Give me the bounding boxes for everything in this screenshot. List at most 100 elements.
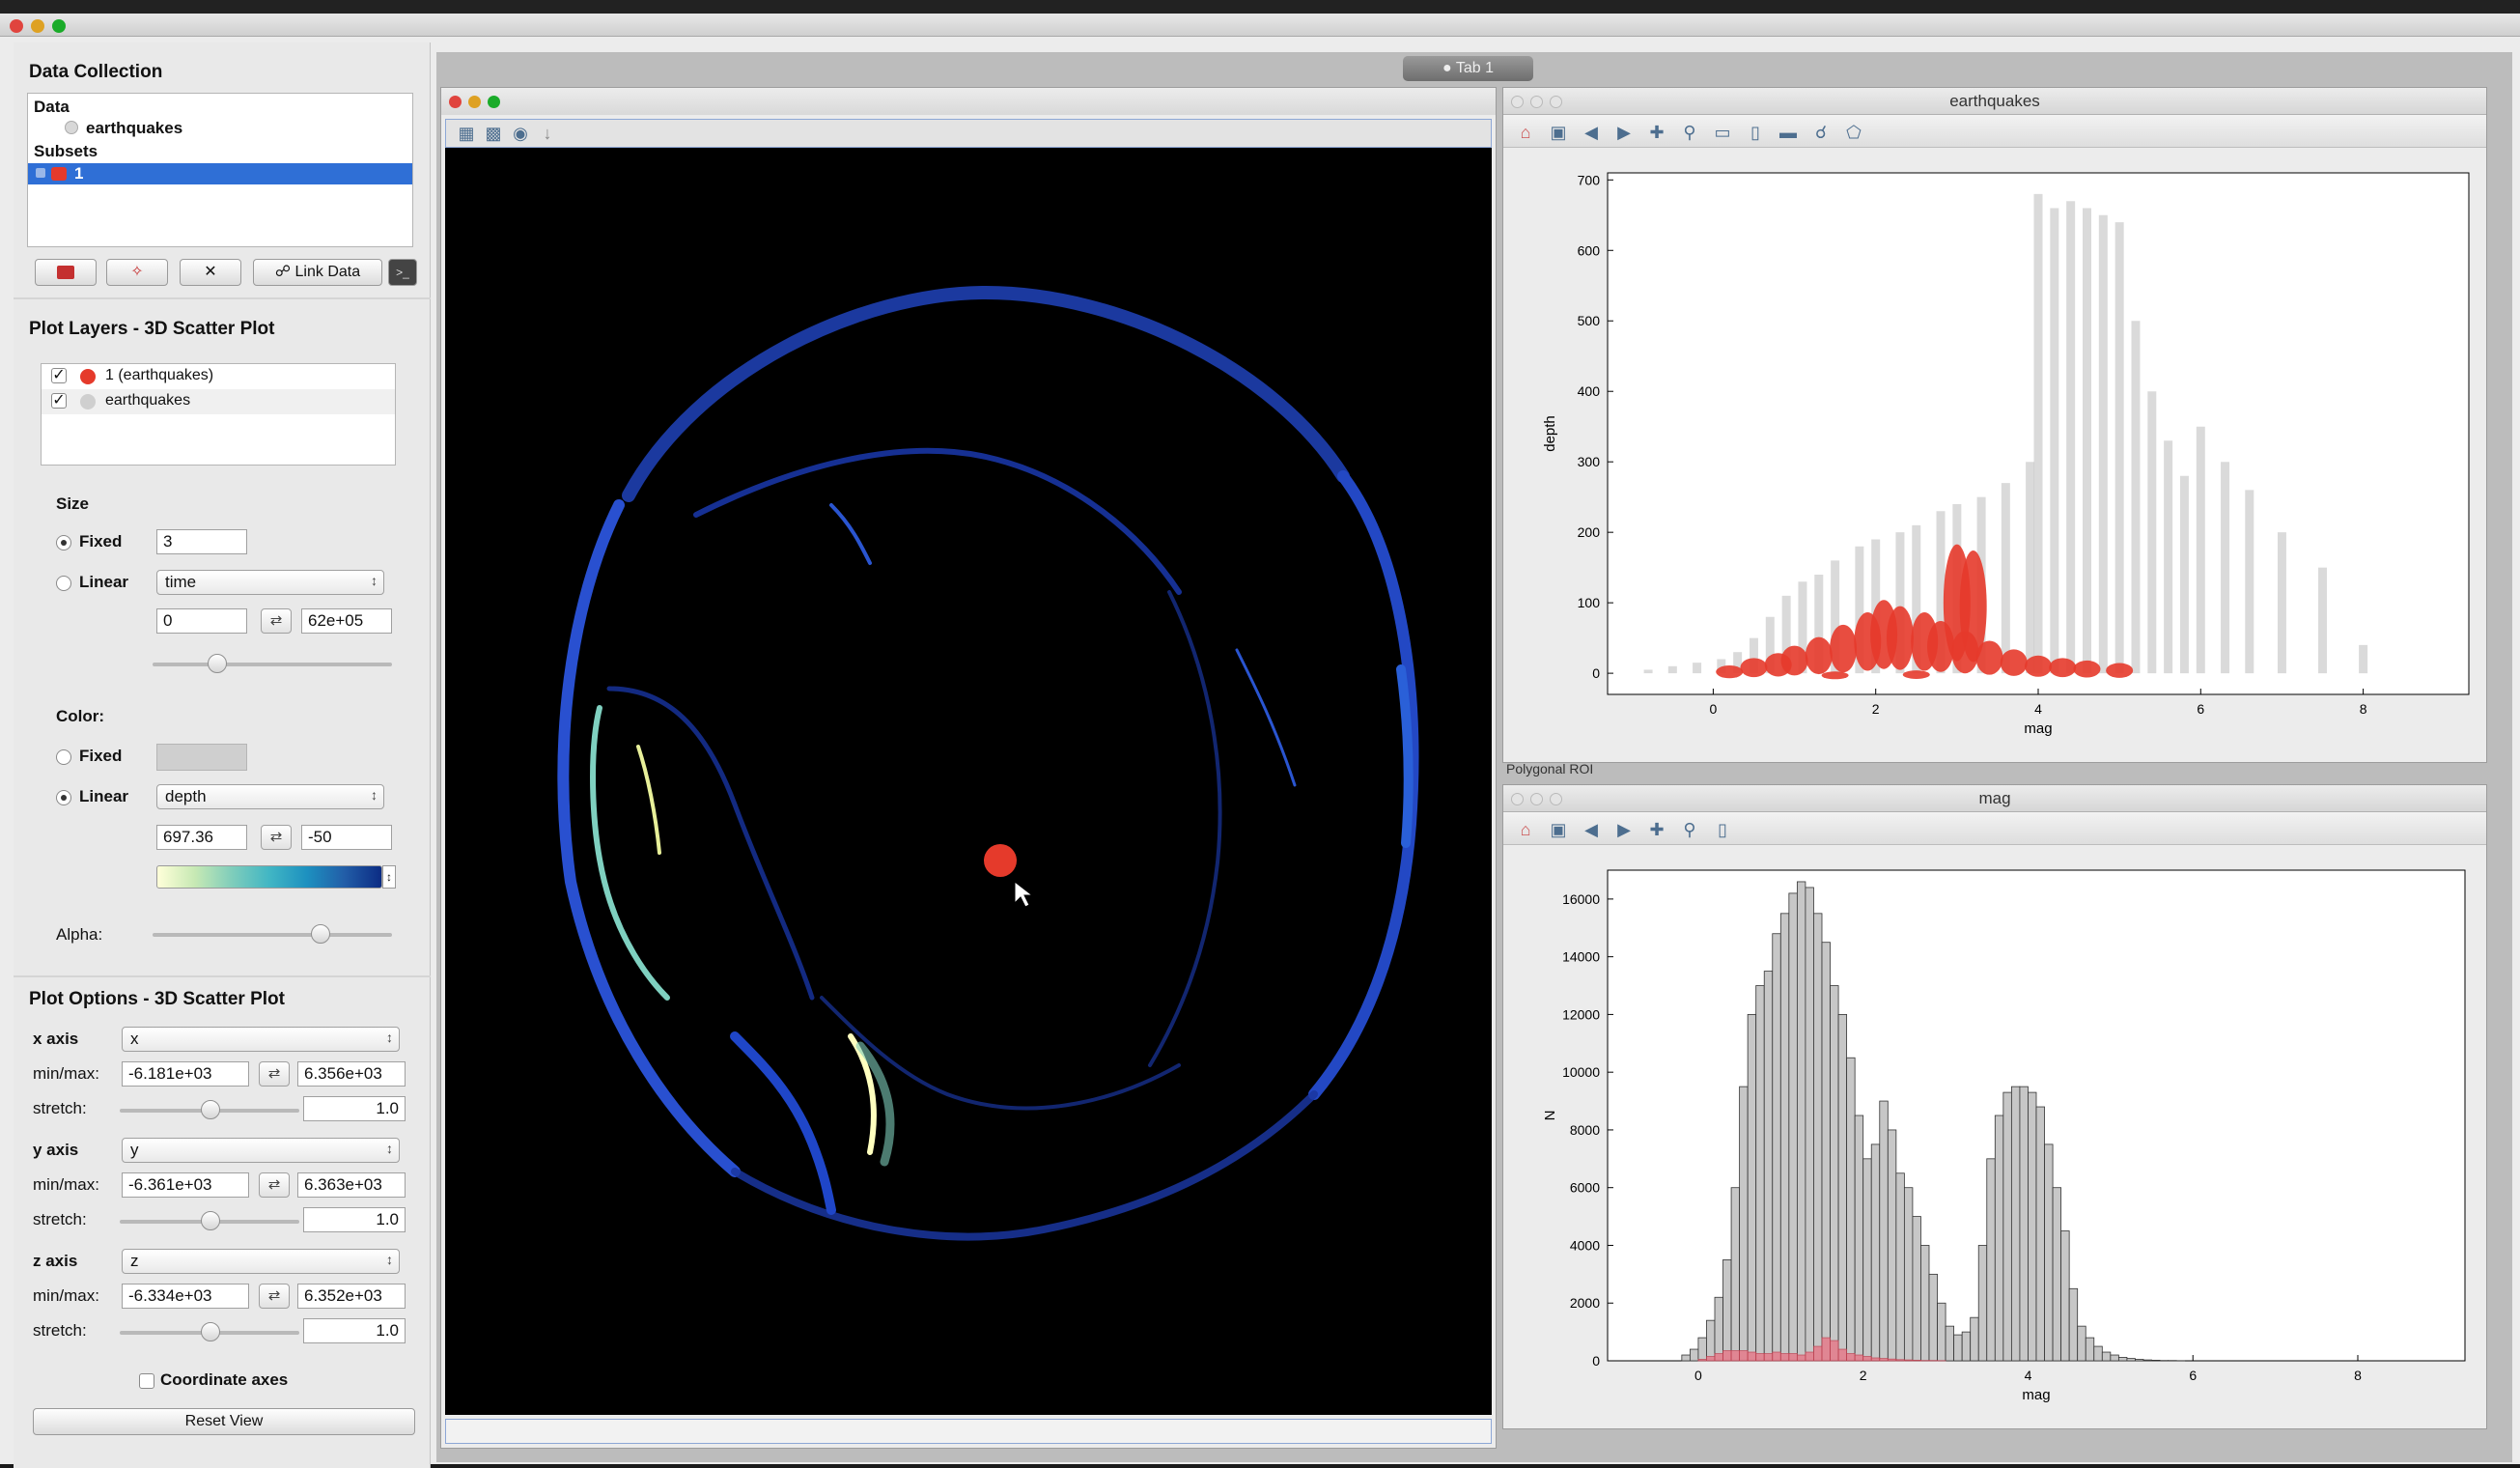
axis-max-input[interactable]: 6.356e+03 [297,1061,406,1087]
coordinate-axes-checkbox[interactable] [139,1373,154,1389]
size-fixed-input[interactable]: 3 [156,529,247,554]
axis-swap-button[interactable]: ⇄ [259,1172,290,1198]
data-collection-tree[interactable]: Data earthquakes Subsets 1 [27,93,413,247]
minimize-icon[interactable] [468,96,481,108]
size-fixed-radio[interactable] [56,535,71,550]
back-icon[interactable]: ◀ [1581,819,1602,840]
color-linear-radio[interactable] [56,790,71,805]
axis-min-input[interactable]: -6.361e+03 [122,1172,249,1198]
home-icon[interactable]: ⌂ [1515,819,1536,840]
size-swap-button[interactable]: ⇄ [261,608,292,634]
scatter3d-window[interactable]: ▦ ▩ ◉ ↓ [440,87,1497,1449]
colormap-select[interactable] [156,865,382,889]
layer-visibility-checkbox[interactable]: ✓ [51,368,67,383]
polygon-roi-icon[interactable]: ⬠ [1843,122,1864,143]
close-icon[interactable] [1511,793,1524,805]
stretch-slider[interactable] [120,1220,299,1224]
axis-swap-button[interactable]: ⇄ [259,1284,290,1309]
circle-roi-icon[interactable]: ▩ [483,123,504,144]
minimize-icon[interactable] [1530,96,1543,108]
alpha-slider-thumb[interactable] [311,924,330,944]
zoom-icon[interactable]: ☌ [1810,122,1832,143]
stretch-slider[interactable] [120,1109,299,1113]
histogram-bar [1855,1355,1863,1361]
tab-close-icon[interactable]: ● [1442,60,1452,76]
new-subset-button[interactable] [35,259,97,286]
zoom-window-icon[interactable] [52,19,66,33]
minimize-window-icon[interactable] [31,19,44,33]
colormap-dropdown-icon[interactable]: ↕ [382,865,396,889]
axis-max-input[interactable]: 6.363e+03 [297,1172,406,1198]
xrange-roi-icon[interactable]: ▯ [1745,122,1766,143]
color-fixed-radio[interactable] [56,749,71,765]
size-attribute-select[interactable]: time [156,570,384,595]
yrange-roi-icon[interactable]: ▬ [1778,122,1799,143]
maximize-icon[interactable] [488,96,500,108]
layer-row-earthquakes[interactable]: ✓ earthquakes [42,389,395,414]
stretch-slider-thumb[interactable] [201,1100,220,1119]
layer-row-subset[interactable]: ✓ 1 (earthquakes) [42,364,395,389]
color-attribute-select[interactable]: depth [156,784,384,809]
size-max-input[interactable]: 62e+05 [301,608,392,634]
size-slider-thumb[interactable] [208,654,227,673]
color-min-input[interactable]: 697.36 [156,825,247,850]
save-icon[interactable]: ▣ [1548,122,1569,143]
stretch-input[interactable]: 1.0 [303,1318,406,1343]
axis-min-input[interactable]: -6.334e+03 [122,1284,249,1309]
axis-max-input[interactable]: 6.352e+03 [297,1284,406,1309]
stretch-slider-thumb[interactable] [201,1211,220,1230]
save-icon[interactable]: ▣ [1548,819,1569,840]
axis-attribute-select[interactable]: x [122,1027,400,1052]
stretch-input[interactable]: 1.0 [303,1207,406,1232]
minimize-icon[interactable] [1530,793,1543,805]
terminal-button[interactable]: >_ [388,259,417,286]
zoom-rect-icon[interactable]: ⚲ [1679,819,1700,840]
subset-item-1[interactable]: 1 [28,163,412,184]
rectangle-roi-icon[interactable]: ▭ [1712,122,1733,143]
link-data-button[interactable]: ☍ Link Data [253,259,382,286]
forward-icon[interactable]: ▶ [1613,819,1635,840]
stretch-slider-thumb[interactable] [201,1322,220,1341]
close-window-icon[interactable] [10,19,23,33]
axis-min-input[interactable]: -6.181e+03 [122,1061,249,1087]
layer-list[interactable]: ✓ 1 (earthquakes) ✓ earthquakes [41,363,396,466]
stretch-input[interactable]: 1.0 [303,1096,406,1121]
color-swap-button[interactable]: ⇄ [261,825,292,850]
data-item-earthquakes[interactable]: earthquakes [86,119,182,138]
axis-attribute-select[interactable]: y [122,1138,400,1163]
size-slider[interactable] [153,663,392,666]
axis-attribute-select[interactable]: z [122,1249,400,1274]
zoom-rect-icon[interactable]: ⚲ [1679,122,1700,143]
scatter3d-canvas[interactable] [445,148,1492,1415]
close-icon[interactable] [1511,96,1524,108]
alpha-slider[interactable] [153,933,392,937]
lasso-roi-icon[interactable]: ◉ [510,123,531,144]
forward-icon[interactable]: ▶ [1613,122,1635,143]
pan-icon[interactable]: ✚ [1646,819,1667,840]
size-linear-radio[interactable] [56,576,71,591]
maximize-icon[interactable] [1550,96,1562,108]
eye-icon[interactable] [36,168,45,178]
delete-button[interactable]: ✕ [180,259,241,286]
axis-swap-button[interactable]: ⇄ [259,1061,290,1087]
edit-subset-button[interactable]: ✧ [106,259,168,286]
size-min-input[interactable]: 0 [156,608,247,634]
xrange-roi-icon[interactable]: ▯ [1712,819,1733,840]
stretch-slider[interactable] [120,1331,299,1335]
rectangle-roi-icon[interactable]: ▦ [456,123,477,144]
color-fixed-swatch[interactable] [156,744,247,771]
home-icon[interactable]: ⌂ [1515,122,1536,143]
color-max-input[interactable]: -50 [301,825,392,850]
back-icon[interactable]: ◀ [1581,122,1602,143]
reset-view-button[interactable]: Reset View [33,1408,415,1435]
layer-visibility-checkbox[interactable]: ✓ [51,393,67,409]
maximize-icon[interactable] [1550,793,1562,805]
point-roi-icon[interactable]: ↓ [537,123,558,144]
close-icon[interactable] [449,96,462,108]
pan-icon[interactable]: ✚ [1646,122,1667,143]
tab-1[interactable]: ● Tab 1 [1403,56,1533,81]
